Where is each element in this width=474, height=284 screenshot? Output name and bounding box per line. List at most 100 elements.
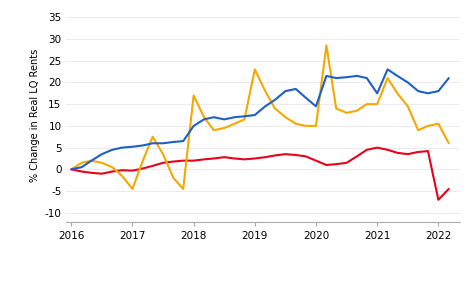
Wellington — [99, 161, 105, 164]
Auckland — [374, 146, 380, 149]
NZ — [119, 146, 125, 149]
Auckland — [140, 167, 146, 170]
NZ — [344, 76, 349, 79]
Wellington — [283, 116, 288, 119]
Auckland — [89, 171, 94, 175]
Auckland — [221, 155, 227, 159]
Auckland — [263, 155, 268, 159]
Wellington — [333, 107, 339, 110]
Auckland — [303, 154, 309, 158]
NZ — [354, 74, 360, 78]
Wellington — [232, 122, 237, 126]
Auckland — [333, 162, 339, 166]
Wellington — [344, 111, 349, 114]
Wellington — [160, 153, 166, 156]
Auckland — [242, 158, 247, 161]
NZ — [211, 116, 217, 119]
NZ — [160, 141, 166, 145]
Line: Auckland: Auckland — [71, 148, 449, 200]
NZ — [99, 153, 105, 156]
NZ — [405, 81, 410, 84]
NZ — [446, 76, 452, 80]
NZ — [171, 140, 176, 144]
Wellington — [313, 124, 319, 128]
Auckland — [272, 154, 278, 157]
Wellington — [79, 161, 84, 164]
NZ — [140, 144, 146, 147]
Wellington — [68, 168, 74, 171]
Auckland — [436, 198, 441, 201]
NZ — [150, 141, 155, 145]
NZ — [293, 87, 299, 91]
Auckland — [283, 153, 288, 156]
NZ — [181, 139, 186, 143]
Wellington — [436, 122, 441, 126]
Wellington — [364, 103, 370, 106]
Wellington — [293, 122, 299, 126]
NZ — [129, 145, 135, 149]
Auckland — [293, 153, 299, 157]
NZ — [303, 96, 309, 99]
Line: Wellington: Wellington — [71, 45, 449, 189]
Auckland — [160, 161, 166, 164]
NZ — [436, 89, 441, 93]
NZ — [385, 68, 391, 71]
NZ — [109, 148, 115, 151]
Auckland — [364, 148, 370, 151]
Auckland — [344, 161, 349, 164]
Auckland — [232, 157, 237, 160]
Auckland — [119, 168, 125, 172]
NZ — [374, 91, 380, 95]
Auckland — [79, 170, 84, 173]
NZ — [263, 105, 268, 108]
Auckland — [109, 170, 115, 173]
Auckland — [68, 168, 74, 171]
Wellington — [263, 89, 268, 93]
Auckland — [394, 151, 400, 154]
Auckland — [425, 149, 431, 153]
Wellington — [181, 187, 186, 191]
NZ — [201, 118, 207, 121]
NZ — [333, 76, 339, 80]
Wellington — [324, 44, 329, 47]
Wellington — [129, 187, 135, 191]
Auckland — [99, 172, 105, 176]
Wellington — [303, 124, 309, 128]
NZ — [252, 113, 258, 117]
NZ — [324, 74, 329, 78]
NZ — [89, 159, 94, 162]
Wellington — [191, 94, 196, 97]
Wellington — [109, 166, 115, 169]
Y-axis label: % Change in Real LQ Rents: % Change in Real LQ Rents — [30, 48, 40, 182]
Auckland — [211, 157, 217, 160]
NZ — [283, 89, 288, 93]
Wellington — [150, 135, 155, 139]
Wellington — [119, 174, 125, 178]
Wellington — [201, 116, 207, 119]
NZ — [79, 166, 84, 169]
Wellington — [171, 176, 176, 180]
Line: NZ: NZ — [71, 69, 449, 169]
Auckland — [415, 150, 421, 154]
Wellington — [415, 129, 421, 132]
Wellington — [221, 126, 227, 130]
NZ — [425, 91, 431, 95]
Wellington — [405, 105, 410, 108]
Wellington — [272, 107, 278, 110]
Wellington — [354, 109, 360, 112]
NZ — [313, 105, 319, 108]
NZ — [191, 124, 196, 128]
NZ — [232, 116, 237, 119]
Auckland — [150, 164, 155, 168]
Auckland — [129, 169, 135, 172]
Wellington — [394, 91, 400, 95]
NZ — [364, 76, 370, 80]
NZ — [272, 98, 278, 101]
NZ — [242, 115, 247, 118]
NZ — [68, 168, 74, 171]
Wellington — [385, 76, 391, 80]
Auckland — [171, 160, 176, 163]
Wellington — [140, 159, 146, 162]
NZ — [221, 118, 227, 121]
Auckland — [181, 159, 186, 162]
